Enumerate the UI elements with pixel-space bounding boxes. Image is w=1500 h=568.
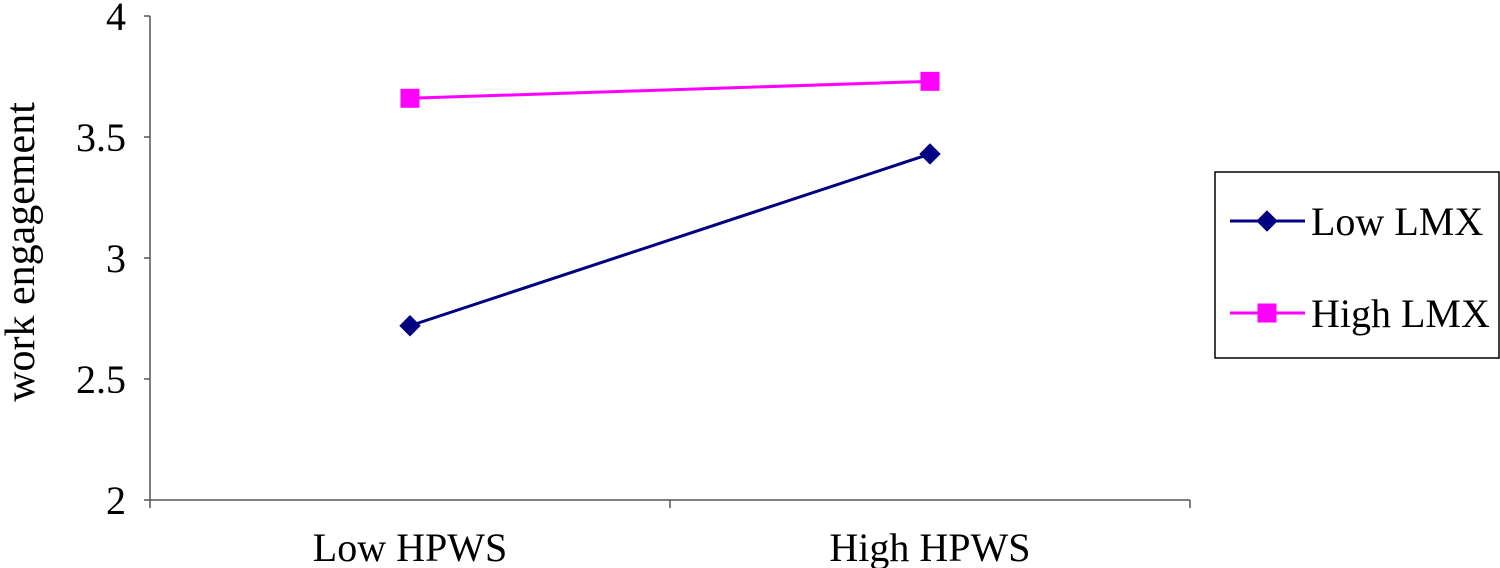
data-point-high-lmx — [400, 88, 420, 108]
y-tick-label: 4 — [106, 0, 126, 39]
series-high-lmx — [400, 71, 940, 108]
legend-label-high-lmx: High LMX — [1311, 291, 1490, 336]
y-axis-title: work engagement — [0, 102, 44, 402]
data-point-high-lmx — [920, 71, 940, 91]
series-low-lmx — [399, 143, 941, 337]
y-tick-label: 2 — [106, 478, 126, 523]
data-point-low-lmx — [399, 315, 421, 337]
legend-label-low-lmx: Low LMX — [1311, 199, 1483, 244]
legend-item-low-lmx: Low LMX — [1230, 199, 1483, 244]
legend-box — [1214, 171, 1500, 359]
y-tick-label: 3.5 — [76, 115, 126, 160]
series-line-low-lmx — [409, 152, 931, 328]
legend-marker-low-lmx — [1256, 210, 1278, 232]
x-tick-label: High HPWS — [829, 525, 1030, 568]
x-axis-ticks: Low HPWS High HPWS — [149, 500, 1191, 568]
y-tick-label: 3 — [106, 236, 126, 281]
series-layer — [399, 71, 941, 337]
y-axis-ticks: 2 2.5 3 3.5 4 — [76, 0, 150, 523]
series-line-high-lmx — [409, 79, 931, 100]
y-tick-label: 2.5 — [76, 357, 126, 402]
x-tick-label: Low HPWS — [313, 525, 507, 568]
legend: Low LMX High LMX — [1214, 171, 1500, 359]
legend-marker-high-lmx — [1257, 303, 1277, 323]
data-point-low-lmx — [919, 143, 941, 165]
legend-item-high-lmx: High LMX — [1230, 291, 1490, 336]
